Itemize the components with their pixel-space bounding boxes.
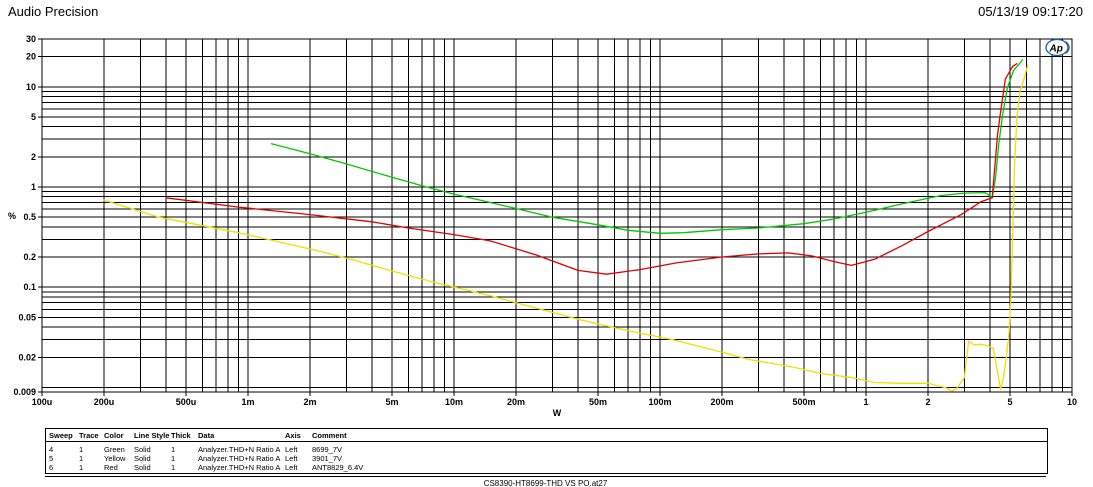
x-tick-label: 5 (1007, 397, 1012, 407)
trace-ANT8829_6.4V (165, 63, 1018, 275)
legend-table: Sweep Trace Color Line Style Thick Data … (45, 428, 1048, 474)
y-tick-label: 5 (31, 112, 36, 122)
plot-border (41, 38, 1073, 393)
x-tick-label: 20m (507, 397, 525, 407)
trace-3901_7V (103, 64, 1029, 392)
y-tick-label: 0.2 (23, 252, 36, 262)
x-axis-unit: W (553, 408, 562, 418)
legend-cell: Green (104, 445, 125, 454)
y-tick-label: 0.009 (13, 387, 36, 397)
trace-8699_7V (270, 59, 1024, 234)
x-tick-label: 10m (445, 397, 463, 407)
y-tick-label: 30 (26, 34, 36, 44)
x-tick-label: 50m (589, 397, 607, 407)
legend-row: 5 1 Yellow Solid 1 Analyzer.THD+N Ratio A Left… (46, 454, 1047, 463)
legend-cell: Yellow (104, 454, 126, 463)
legend-cell: 5 (49, 454, 54, 463)
legend-cell: Left (285, 445, 298, 454)
legend-col-data: Data (198, 431, 215, 440)
y-tick-label: 2 (31, 152, 36, 162)
legend-row: 6 1 Red Solid 1 Analyzer.THD+N Ratio A Left ANT… (46, 463, 1047, 472)
footer-title: CS8390-HT8699-THD VS PO.at27 (483, 479, 608, 487)
page-title: Audio Precision (8, 4, 99, 19)
legend-cell: 3901_7V (312, 454, 343, 463)
x-tick-label: 100u (32, 397, 53, 407)
legend-cell: 1 (171, 463, 176, 472)
grid-lines (41, 38, 1073, 393)
y-tick-label: 0.1 (23, 282, 36, 292)
legend-col-comment: Comment (312, 431, 347, 440)
y-tick-label: 10 (26, 82, 36, 92)
x-tick-label: 5m (385, 397, 398, 407)
x-tick-label: 1 (863, 397, 868, 407)
legend-cell: Left (285, 454, 298, 463)
x-tick-label: 200m (710, 397, 733, 407)
legend-col-thick: Thick (171, 431, 191, 440)
x-tick-label: 1m (241, 397, 254, 407)
ap-logo-text: Ap (1049, 44, 1063, 55)
y-tick-label: 20 (26, 52, 36, 62)
legend-cell: Analyzer.THD+N Ratio A (198, 463, 281, 472)
legend-col-sweep: Sweep (49, 431, 73, 440)
legend-col-trace: Trace (79, 431, 99, 440)
footer-title-box: CS8390-HT8699-THD VS PO.at27 (45, 476, 1046, 487)
y-tick-label: 0.05 (18, 312, 36, 322)
y-axis-unit: % (8, 211, 16, 221)
legend-cell: Analyzer.THD+N Ratio A (198, 445, 281, 454)
legend-cell: Solid (134, 454, 151, 463)
report-datetime: 05/13/19 09:17:20 (978, 4, 1083, 19)
x-tick-label: 200u (94, 397, 115, 407)
ap-logo-icon: Ap (1045, 38, 1070, 57)
legend-col-axis: Axis (285, 431, 301, 440)
x-tick-label: 500m (792, 397, 815, 407)
y-tick-label: 0.02 (18, 352, 36, 362)
legend-row: 4 1 Green Solid 1 Analyzer.THD+N Ratio A Left 8… (46, 445, 1047, 454)
legend-rows: 4 1 Green Solid 1 Analyzer.THD+N Ratio A Left 8… (46, 445, 1047, 472)
legend-cell: 1 (79, 445, 84, 454)
legend-cell: 1 (171, 454, 176, 463)
legend-cell: 1 (79, 463, 84, 472)
legend-cell: 6 (49, 463, 54, 472)
legend-col-linestyle: Line Style (134, 431, 170, 440)
y-tick-label: 1 (31, 182, 36, 192)
legend-cell: Left (285, 463, 298, 472)
x-tick-label: 100m (648, 397, 671, 407)
legend-cell: Red (104, 463, 118, 472)
legend-col-color: Color (104, 431, 124, 440)
legend-cell: Solid (134, 445, 151, 454)
x-tick-label: 500u (176, 397, 197, 407)
legend-cell: 1 (171, 445, 176, 454)
legend-cell: 1 (79, 454, 84, 463)
legend-cell: Solid (134, 463, 151, 472)
x-tick-label: 2 (925, 397, 930, 407)
thd-vs-power-chart: 100u 200u 500u 1m 2m 5m 10m 20m 50m 100m 200m 500m 1… (8, 34, 1077, 418)
legend-cell: 8699_7V (312, 445, 343, 454)
legend-cell: ANT8829_6.4V (312, 463, 364, 472)
legend-cell: Analyzer.THD+N Ratio A (198, 454, 281, 463)
y-tick-label: 0.5 (23, 212, 36, 222)
legend-cell: 4 (49, 445, 54, 454)
x-tick-label: 10 (1067, 397, 1077, 407)
x-tick-label: 2m (303, 397, 316, 407)
legend-header-row: Sweep Trace Color Line Style Thick Data … (46, 429, 1047, 442)
